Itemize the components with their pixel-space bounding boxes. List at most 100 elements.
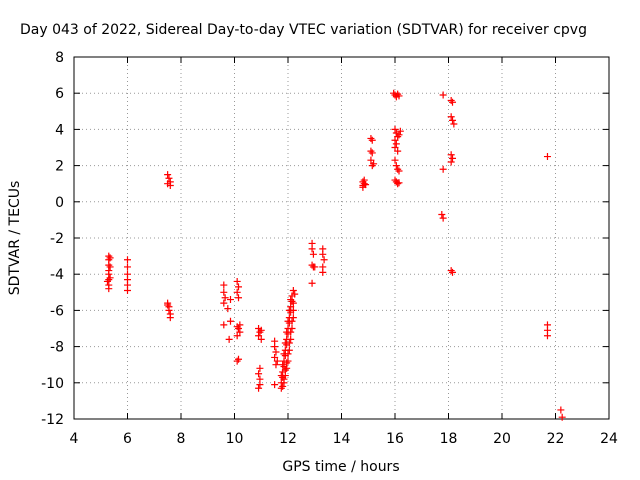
data-point — [220, 281, 228, 289]
data-point — [280, 350, 288, 358]
data-point — [543, 332, 551, 340]
data-point — [273, 357, 281, 365]
data-point — [396, 127, 404, 135]
grid-lines — [74, 57, 609, 419]
x-tick-label: 8 — [177, 431, 186, 447]
data-point — [438, 210, 446, 218]
y-tick-label: 0 — [55, 195, 64, 211]
data-point — [439, 91, 447, 99]
data-point — [447, 113, 455, 121]
data-point — [166, 314, 174, 322]
data-point — [233, 332, 241, 340]
data-point — [308, 245, 316, 253]
data-point — [370, 160, 378, 168]
data-point — [279, 361, 287, 369]
data-point — [360, 176, 368, 184]
data-point — [284, 357, 292, 365]
x-tick-label: 16 — [386, 431, 404, 447]
data-point — [391, 125, 399, 133]
data-point — [449, 154, 457, 162]
data-point — [257, 335, 265, 343]
x-tick-label: 6 — [123, 431, 132, 447]
x-axis-ticks: 4 6 8 10 12 14 16 18 20 22 24 — [70, 57, 618, 447]
data-point — [233, 357, 241, 365]
y-tick-label: 2 — [55, 159, 64, 175]
data-point — [557, 406, 565, 414]
y-tick-label: -10 — [41, 376, 64, 392]
data-point — [447, 151, 455, 159]
data-point — [256, 364, 264, 372]
data-point — [447, 158, 455, 166]
data-point — [283, 364, 291, 372]
data-point — [233, 288, 241, 296]
data-point — [106, 274, 114, 282]
x-tick-label: 12 — [279, 431, 297, 447]
data-point — [220, 321, 228, 329]
data-point — [289, 314, 297, 322]
data-point — [285, 306, 293, 314]
y-tick-label: -4 — [50, 267, 64, 283]
data-point — [280, 379, 288, 387]
x-tick-label: 20 — [493, 431, 511, 447]
data-point — [439, 165, 447, 173]
data-point — [271, 343, 279, 351]
data-point — [368, 136, 376, 144]
data-point — [255, 384, 263, 392]
data-point — [279, 382, 287, 390]
data-point — [224, 305, 232, 313]
data-point — [289, 286, 297, 294]
x-axis-label: GPS time / hours — [282, 459, 399, 475]
data-point — [319, 250, 327, 258]
data-point — [221, 294, 229, 302]
data-point — [257, 326, 265, 334]
data-point — [124, 263, 131, 271]
data-point — [311, 263, 319, 271]
data-point — [281, 339, 289, 347]
data-point — [235, 283, 243, 291]
data-point — [281, 372, 289, 380]
data-point — [367, 156, 375, 164]
data-point — [236, 321, 244, 329]
data-point — [255, 332, 263, 340]
data-point — [285, 346, 293, 354]
data-point — [105, 285, 113, 293]
x-tick-label: 4 — [70, 431, 79, 447]
data-point — [255, 370, 263, 378]
chart-title: Day 043 of 2022, Sidereal Day-to-day VTE… — [20, 22, 587, 38]
data-point — [450, 120, 458, 128]
data-point — [395, 167, 403, 175]
x-tick-label: 22 — [547, 431, 565, 447]
data-point — [124, 256, 131, 264]
data-point — [124, 286, 131, 294]
data-point — [165, 174, 173, 182]
data-point — [394, 147, 402, 155]
data-point — [289, 299, 297, 307]
data-point — [220, 299, 228, 307]
data-point — [164, 180, 172, 188]
data-point — [319, 268, 327, 276]
data-point — [391, 136, 399, 144]
data-point — [320, 256, 328, 264]
data-point — [368, 149, 376, 157]
data-point — [308, 279, 316, 287]
y-axis-ticks: -12 -10 -8 -6 -4 -2 0 2 4 6 8 — [41, 50, 609, 428]
data-point — [395, 179, 403, 187]
data-point — [235, 294, 243, 302]
y-tick-label: 6 — [55, 86, 64, 102]
y-tick-label: -6 — [50, 303, 64, 319]
x-tick-label: 14 — [333, 431, 351, 447]
data-points — [103, 89, 566, 421]
data-point — [287, 303, 295, 311]
y-tick-label: -2 — [50, 231, 64, 247]
data-point — [226, 296, 234, 304]
data-point — [220, 288, 228, 296]
data-point — [283, 328, 291, 336]
data-point — [395, 131, 403, 139]
y-tick-label: -8 — [50, 340, 64, 356]
data-point — [391, 156, 399, 164]
data-point — [233, 277, 241, 285]
data-point — [164, 301, 172, 309]
data-point — [288, 325, 296, 332]
data-point — [165, 306, 173, 314]
